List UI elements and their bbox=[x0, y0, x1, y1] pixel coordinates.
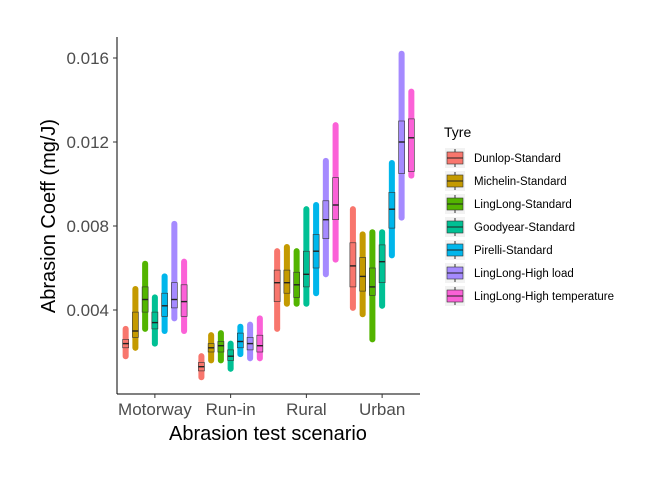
box-body bbox=[237, 332, 244, 349]
box-body bbox=[408, 118, 415, 172]
y-tick-label: 0.008 bbox=[66, 217, 109, 236]
legend-entry-label: Dunlop-Standard bbox=[474, 153, 561, 165]
box-body bbox=[359, 257, 366, 292]
legend-entry-label: LingLong-High load bbox=[474, 268, 574, 280]
legend-entry-label: Pirelli-Standard bbox=[474, 245, 553, 257]
box-body bbox=[151, 311, 159, 330]
box-body bbox=[283, 269, 291, 294]
y-tick-label: 0.012 bbox=[66, 133, 109, 152]
x-axis-title: Abrasion test scenario bbox=[169, 423, 367, 445]
x-tick-label: Run-in bbox=[206, 400, 256, 419]
box-body bbox=[273, 269, 281, 302]
box-body bbox=[303, 250, 310, 288]
axes: 0.004 0.008 0.012 0.016 Motorway Run-in Rural U… bbox=[66, 37, 420, 419]
box-body bbox=[369, 267, 376, 296]
box-body bbox=[388, 192, 396, 229]
box-body bbox=[161, 292, 168, 317]
box-body bbox=[180, 284, 188, 317]
box-body bbox=[227, 349, 234, 361]
box-body bbox=[256, 334, 264, 353]
y-tick-label: 0.004 bbox=[66, 301, 109, 320]
y-tick-label: 0.016 bbox=[66, 49, 109, 68]
x-tick-label: Rural bbox=[286, 400, 327, 419]
plot-area bbox=[122, 50, 415, 381]
legend-entry-label: LingLong-High temperature bbox=[474, 291, 614, 303]
legend-entry-label: Michelin-Standard bbox=[474, 176, 567, 188]
box-body bbox=[378, 244, 386, 283]
box-body bbox=[398, 120, 405, 174]
box-body bbox=[171, 282, 178, 309]
box-body bbox=[349, 242, 357, 288]
box-body bbox=[332, 177, 339, 220]
box-body bbox=[217, 341, 225, 353]
x-tick-label: Urban bbox=[359, 400, 405, 419]
legend-entry-label: Goodyear-Standard bbox=[474, 222, 575, 234]
x-tick-label: Motorway bbox=[118, 400, 192, 419]
legend: Tyre Dunlop-Standard Michelin-Standard Lin… bbox=[444, 124, 614, 306]
legend-entry-label: LingLong-Standard bbox=[474, 199, 572, 211]
y-axis-title: Abrasion Coeff (mg/J) bbox=[38, 119, 60, 313]
box-body bbox=[132, 311, 139, 338]
legend-title: Tyre bbox=[444, 124, 471, 140]
